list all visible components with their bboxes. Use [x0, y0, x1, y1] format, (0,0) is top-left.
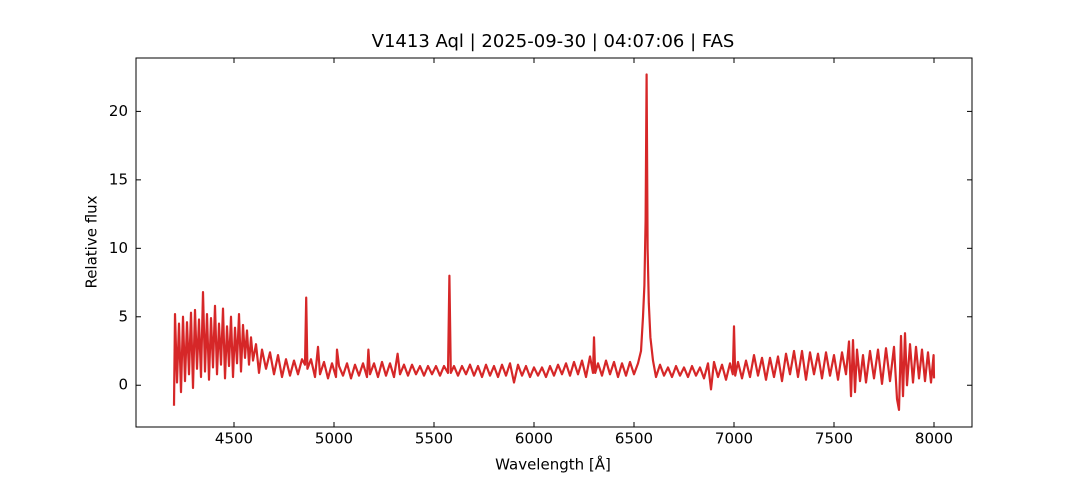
x-tick-label: 7500	[815, 430, 853, 448]
y-tick-label: 10	[109, 239, 128, 257]
x-tick-label: 6500	[615, 430, 653, 448]
x-tick-label: 5000	[315, 430, 353, 448]
plot-frame	[135, 57, 973, 428]
y-axis-label: Relative flux	[83, 195, 101, 288]
y-tick-label: 0	[118, 376, 128, 394]
y-tick-label: 15	[109, 170, 128, 188]
y-tick-label: 20	[109, 102, 128, 120]
x-tick-label: 8000	[915, 430, 953, 448]
x-tick-label: 4500	[215, 430, 253, 448]
x-tick-label: 5500	[415, 430, 453, 448]
y-tick-label: 5	[118, 307, 128, 325]
x-tick-label: 7000	[715, 430, 753, 448]
spectrum-line	[172, 73, 936, 411]
chart-title: V1413 Aql | 2025-09-30 | 04:07:06 | FAS	[372, 31, 735, 52]
x-axis-label: Wavelength [Å]	[495, 455, 611, 474]
x-tick-label: 6000	[515, 430, 553, 448]
